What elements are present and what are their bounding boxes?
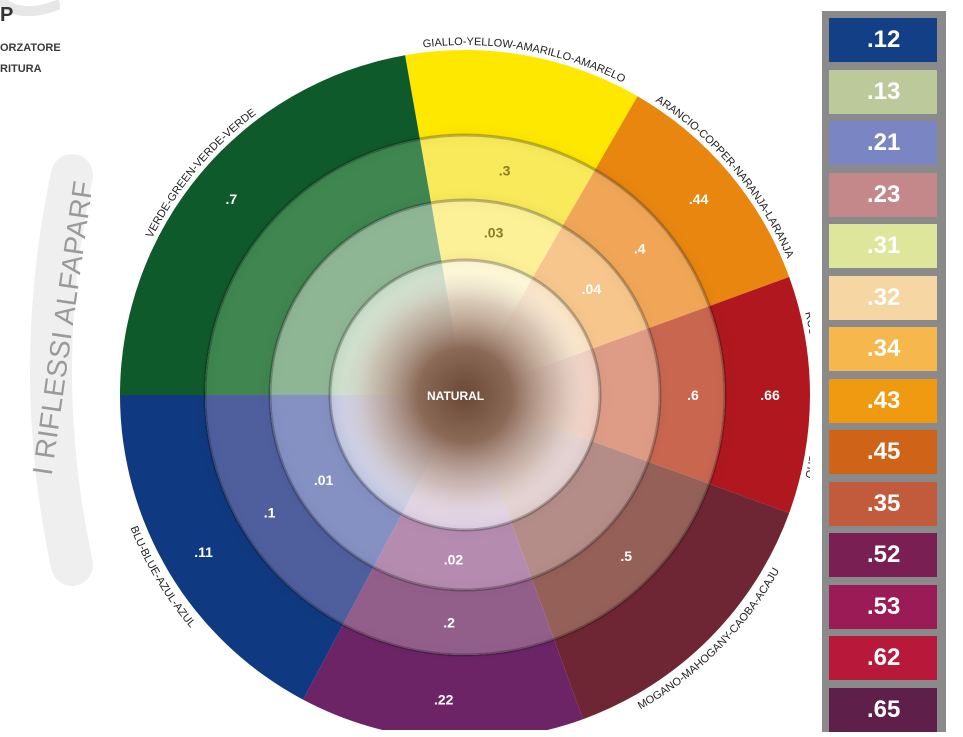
swatch-item: .65 <box>829 687 937 732</box>
sector-red-inner <box>591 328 660 462</box>
sector-red-outer <box>709 277 810 513</box>
swatch-item: .31 <box>829 224 937 268</box>
swatch-item: .13 <box>829 69 937 114</box>
sector-blue-outer-label: .11 <box>194 544 213 560</box>
sector-green-middle <box>205 138 432 395</box>
sector-yellow-middle-label: .3 <box>499 162 511 178</box>
sector-red-middle <box>648 306 725 484</box>
sector-blue-outer <box>120 395 343 700</box>
sector-orange-inner-label: .04 <box>582 281 602 297</box>
sector-violet-middle <box>342 567 554 655</box>
sector-blue-middle <box>205 395 374 625</box>
sector-green-outer-label: .7 <box>226 191 238 207</box>
sector-yellow-outer <box>405 49 638 170</box>
swatch-item: .34 <box>829 327 937 371</box>
swatch-item: .21 <box>829 121 937 165</box>
color-wheel: GIALLO-YELLOW-AMARILLO-AMARELO.03.3ARANC… <box>120 36 810 730</box>
ring-shadow-1 <box>268 198 662 592</box>
sector-yellow-inner-label: .03 <box>484 225 504 241</box>
sector-green-inner <box>270 202 442 395</box>
sector-orange-inner <box>532 226 649 349</box>
sector-blue-inner <box>270 395 402 568</box>
swatch-item: .23 <box>829 172 937 217</box>
sector-red-outer-label: .66 <box>760 387 780 403</box>
sector-violet-outer-label: .22 <box>434 691 454 707</box>
corner-line-2: RITURA <box>0 63 42 75</box>
sector-mahogany-middle <box>531 461 710 640</box>
sector-green-outer <box>120 55 420 395</box>
corner-arc-decoration <box>0 0 60 17</box>
sector-violet-middle-label: .2 <box>443 614 455 630</box>
corner-title: P <box>0 4 14 26</box>
sector-orange-middle <box>562 169 710 329</box>
sector-blue-middle-label: .1 <box>264 504 276 520</box>
swatch-item: .35 <box>829 481 937 526</box>
swatch-item: .32 <box>829 275 937 320</box>
side-label: I RIFLESSI ALFAPARF <box>26 178 99 478</box>
sector-violet-inner-label: .02 <box>444 552 464 568</box>
sector-orange-outer-label: .44 <box>689 191 709 207</box>
sector-mahogany-middle-label: .5 <box>620 548 632 564</box>
natural-center-glow <box>330 260 600 530</box>
swatch-item: .52 <box>829 533 937 577</box>
swatch-item: .43 <box>829 378 937 423</box>
sector-orange-middle-label: .4 <box>634 240 646 256</box>
sector-mahogany-inner <box>511 441 649 579</box>
sector-red-middle-label: .6 <box>687 387 699 403</box>
swatch-item: .12 <box>829 18 937 62</box>
sector-blue-inner-label: .01 <box>314 472 334 488</box>
ring-shadow-0 <box>203 133 727 657</box>
sector-orange-outer <box>595 96 790 307</box>
swatch-column: .12 .13 .21 .23 .31 .32 .34 .43 .45 .35 .52 .53 .62.… <box>822 11 946 732</box>
sector-yellow-middle <box>419 134 595 227</box>
natural-center-label: NATURAL <box>427 389 484 403</box>
sector-mahogany-outer <box>553 483 790 720</box>
swatch-item: .53 <box>829 584 937 629</box>
swatch-item: .62 <box>829 636 937 680</box>
corner-line-1: ORZATORE <box>0 42 61 54</box>
swatch-item: .45 <box>829 430 937 474</box>
sector-violet-inner <box>373 514 532 590</box>
